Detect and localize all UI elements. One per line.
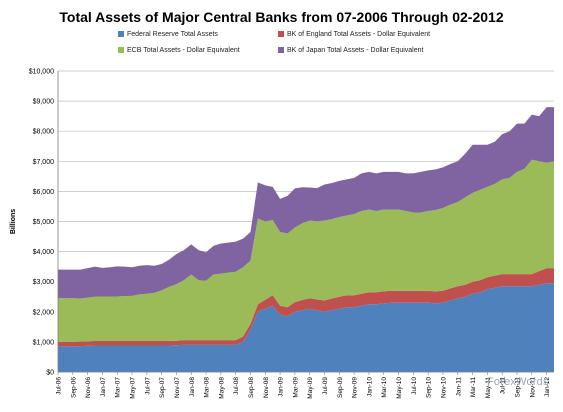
x-tick-label: Sep-09 <box>337 377 344 398</box>
x-tick-label: Jul-10 <box>411 377 418 395</box>
x-tick-label: May-11 <box>485 377 492 399</box>
x-tick-label: Mar-09 <box>292 377 299 398</box>
legend-item: Federal Reserve Total Assets <box>118 31 218 38</box>
legend-label: Federal Reserve Total Assets <box>127 31 218 38</box>
y-tick-label: $10,000 <box>29 69 54 76</box>
legend-label: BK of Japan Total Assets - Dollar Equiva… <box>287 47 424 54</box>
watermark: ForexWords <box>487 376 549 388</box>
y-tick-label: $0 <box>46 370 54 377</box>
y-tick-label: $5,000 <box>33 219 55 226</box>
x-tick-label: Nov-11 <box>529 377 536 398</box>
x-tick-label: Sep-06 <box>70 377 77 398</box>
legend-swatch <box>118 47 124 53</box>
x-tick-label: Sep-10 <box>426 377 433 398</box>
x-tick-label: Jan-10 <box>366 377 373 397</box>
x-tick-label: Jan-11 <box>455 377 462 397</box>
legend-label: BK of England Total Assets - Dollar Equi… <box>287 31 431 38</box>
x-tick-label: Nov-09 <box>352 377 359 398</box>
y-tick-label: $3,000 <box>33 279 55 286</box>
legend-item: BK of England Total Assets - Dollar Equi… <box>278 31 430 38</box>
x-tick-label: Jul-09 <box>322 377 329 395</box>
legend-swatch <box>278 47 284 53</box>
area-series <box>58 107 554 299</box>
y-tick-label: $2,000 <box>33 309 55 316</box>
x-tick-label: Jul-07 <box>144 377 151 395</box>
y-tick-label: $9,000 <box>33 99 55 106</box>
x-tick-label: Mar-08 <box>204 377 211 398</box>
x-tick-label: Sep-08 <box>248 377 255 398</box>
area-series <box>58 159 554 342</box>
x-tick-label: Jan-09 <box>278 377 285 397</box>
area-series <box>58 283 554 372</box>
x-tick-label: Sep-07 <box>159 377 166 398</box>
x-tick-label: Nov-07 <box>174 377 181 398</box>
x-tick-label: Nov-10 <box>440 377 447 398</box>
area-series <box>58 268 554 347</box>
y-tick-label: $7,000 <box>33 159 55 166</box>
x-tick-label: May-08 <box>218 377 225 399</box>
y-tick-label: $1,000 <box>33 339 55 346</box>
x-tick-label: Jan-08 <box>189 377 196 397</box>
x-tick-label: Nov-08 <box>263 377 270 398</box>
y-axis-title: Billions <box>10 209 17 234</box>
x-tick-label: Jan-07 <box>100 377 107 397</box>
x-tick-label: May-10 <box>396 377 403 399</box>
x-tick-label: Jul-08 <box>233 377 240 395</box>
y-tick-label: $8,000 <box>33 129 55 136</box>
x-tick-label: Mar-07 <box>115 377 122 398</box>
x-tick-label: Mar-10 <box>381 377 388 398</box>
x-tick-label: Jan-12 <box>544 377 551 397</box>
legend-swatch <box>278 31 284 37</box>
x-tick-label: Jul-11 <box>500 377 507 395</box>
x-tick-label: Mar-11 <box>470 377 477 397</box>
legend-item: ECB Total Assets - Dollar Equivalent <box>118 47 240 54</box>
x-tick-label: May-07 <box>130 377 137 399</box>
y-tick-label: $6,000 <box>33 189 55 196</box>
chart-title: Total Assets of Major Central Banks from… <box>59 9 504 25</box>
x-tick-label: Nov-06 <box>85 377 92 398</box>
legend-item: BK of Japan Total Assets - Dollar Equiva… <box>278 47 423 54</box>
x-tick-label: Jul-06 <box>56 377 63 395</box>
y-tick-label: $4,000 <box>33 249 55 256</box>
x-tick-label: May-09 <box>307 377 314 399</box>
legend-label: ECB Total Assets - Dollar Equivalent <box>127 47 240 54</box>
x-tick-label: Sep-11 <box>514 377 521 398</box>
legend-swatch <box>118 31 124 37</box>
